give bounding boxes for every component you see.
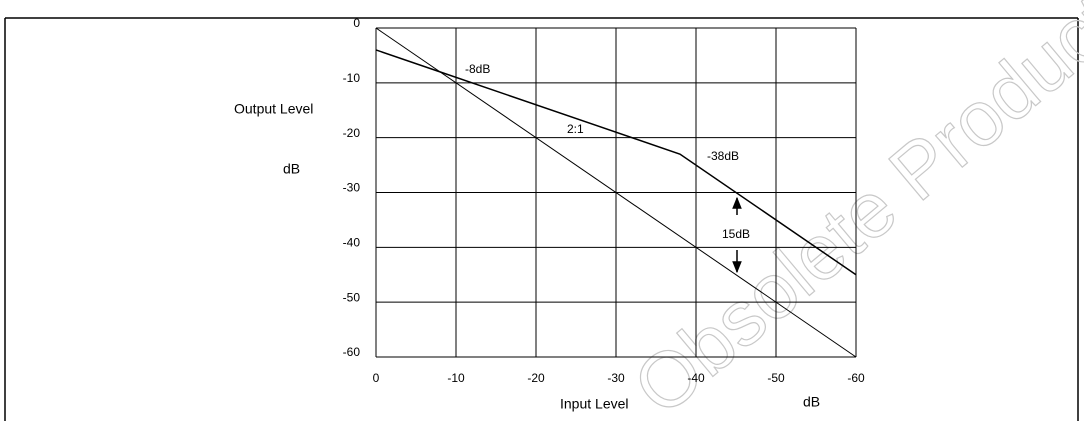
- annotation: -38dB: [707, 149, 739, 163]
- y-tick-label: -40: [343, 236, 361, 250]
- x-tick-label: -20: [527, 371, 545, 385]
- x-tick-label: -40: [687, 371, 705, 385]
- x-tick-label: -10: [447, 371, 465, 385]
- annotation: 2:1: [567, 122, 584, 136]
- y-tick-label: -50: [343, 290, 361, 304]
- x-tick-label: -50: [767, 371, 785, 385]
- x-tick-label: -60: [847, 371, 865, 385]
- y-axis-label: Output Level: [234, 101, 313, 117]
- y-tick-label: -20: [343, 126, 361, 140]
- y-tick-label: -60: [343, 345, 361, 359]
- series-line: [375, 27, 857, 358]
- y-tick-label: 0: [353, 16, 360, 30]
- y-axis-unit: dB: [283, 161, 300, 177]
- annotation: -8dB: [465, 62, 490, 76]
- series-line: [375, 49, 857, 276]
- x-axis-unit: dB: [803, 394, 820, 410]
- annotation: 15dB: [722, 227, 750, 241]
- watermark: Obsolete Product(s): [617, 0, 1084, 421]
- y-tick-label: -10: [343, 71, 361, 85]
- x-axis-label: Input Level: [560, 396, 629, 412]
- x-tick-label: -30: [607, 371, 625, 385]
- y-tick-label: -30: [343, 181, 361, 195]
- x-tick-label: 0: [373, 371, 380, 385]
